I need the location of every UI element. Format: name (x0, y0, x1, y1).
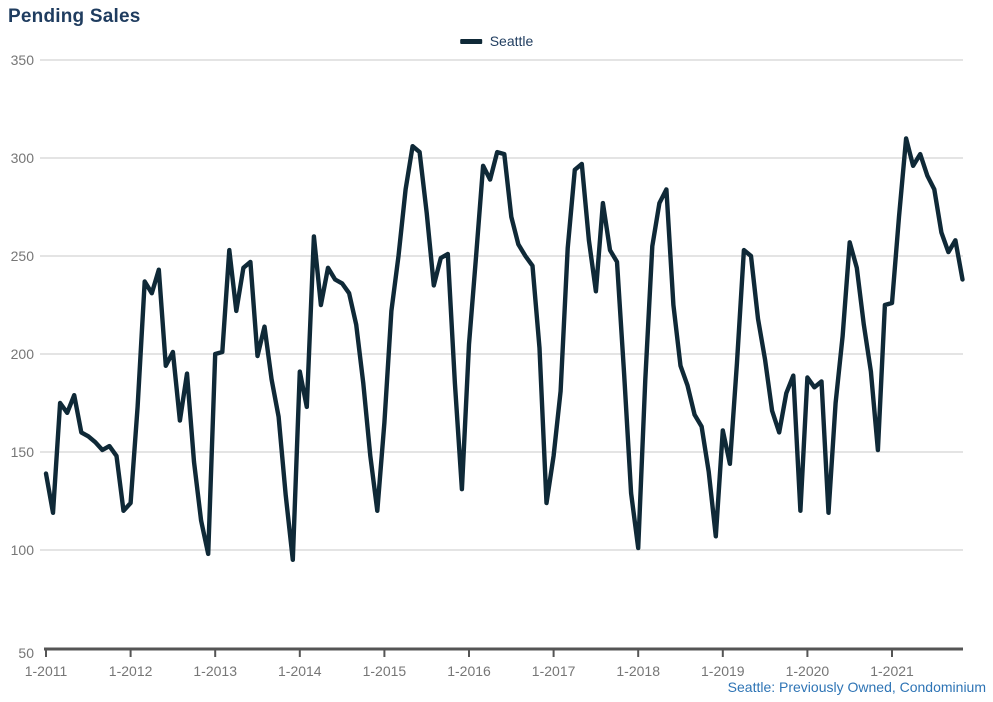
x-axis-label-1-2016: 1-2016 (447, 663, 491, 679)
y-axis-label-100: 100 (10, 542, 34, 558)
x-axis-label-1-2020: 1-2020 (785, 663, 830, 679)
chart-title: Pending Sales (8, 6, 141, 27)
x-axis-label-1-2012: 1-2012 (108, 663, 153, 679)
y-axis-label-150: 150 (10, 444, 34, 460)
x-axis-label-1-2019: 1-2019 (701, 663, 745, 679)
data-line-seattle (43, 136, 965, 562)
x-axis-label-1-2015: 1-2015 (362, 663, 407, 679)
legend-label-seattle: Seattle (489, 33, 534, 49)
legend: Seattle (459, 33, 534, 49)
x-axis-label-1-2013: 1-2013 (193, 663, 237, 679)
x-axis-label-1-2018: 1-2018 (616, 663, 660, 679)
legend-line-swatch-icon (459, 38, 482, 44)
x-axis-label-1-2017: 1-2017 (531, 663, 576, 679)
x-axis-label-1-2021: 1-2021 (870, 663, 914, 679)
source-note: Seattle: Previously Owned, Condominium (727, 679, 986, 695)
y-axis-label-250: 250 (10, 248, 34, 264)
y-axis-label-350: 350 (10, 52, 34, 68)
y-axis-label-200: 200 (10, 346, 34, 362)
x-axis-label-1-2011: 1-2011 (24, 663, 68, 679)
y-axis-label-50: 50 (18, 645, 34, 661)
x-axis-label-1-2014: 1-2014 (278, 663, 322, 679)
y-axis-label-300: 300 (10, 150, 34, 166)
